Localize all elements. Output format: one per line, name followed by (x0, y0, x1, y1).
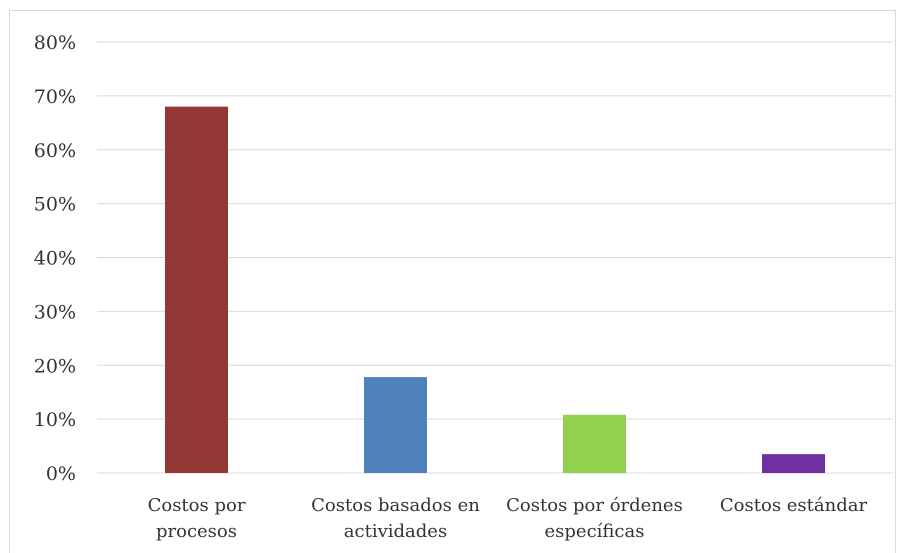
y-tick-label: 10% (34, 409, 76, 431)
y-tick-label: 0% (46, 463, 76, 485)
y-tick-label: 30% (34, 301, 76, 323)
y-tick-label: 50% (34, 194, 76, 216)
x-axis: Costos por procesos Costos basados en activ… (148, 495, 868, 542)
x-category-label: Costos por (148, 495, 246, 516)
chart-frame (9, 10, 896, 553)
x-category-label: específicas (545, 521, 645, 542)
y-tick-label: 20% (34, 355, 76, 377)
bar (364, 377, 427, 473)
y-axis: 0% 10% 20% 30% 40% 50% 60% 70% 80% (34, 32, 76, 485)
y-tick-label: 40% (34, 248, 76, 270)
y-tick-label: 60% (34, 140, 76, 162)
x-category-label: actividades (344, 521, 447, 542)
y-tick-label: 70% (34, 86, 76, 108)
x-category-label: Costos por órdenes (506, 495, 683, 516)
x-category-label: Costos basados en (311, 495, 480, 516)
x-category-label: procesos (156, 521, 237, 542)
y-tick-label: 80% (34, 32, 76, 54)
bar (762, 454, 825, 473)
bar (165, 106, 228, 474)
bar (563, 414, 626, 473)
gridlines (97, 41, 893, 474)
x-category-label: Costos estándar (720, 495, 868, 516)
bars (165, 106, 825, 474)
